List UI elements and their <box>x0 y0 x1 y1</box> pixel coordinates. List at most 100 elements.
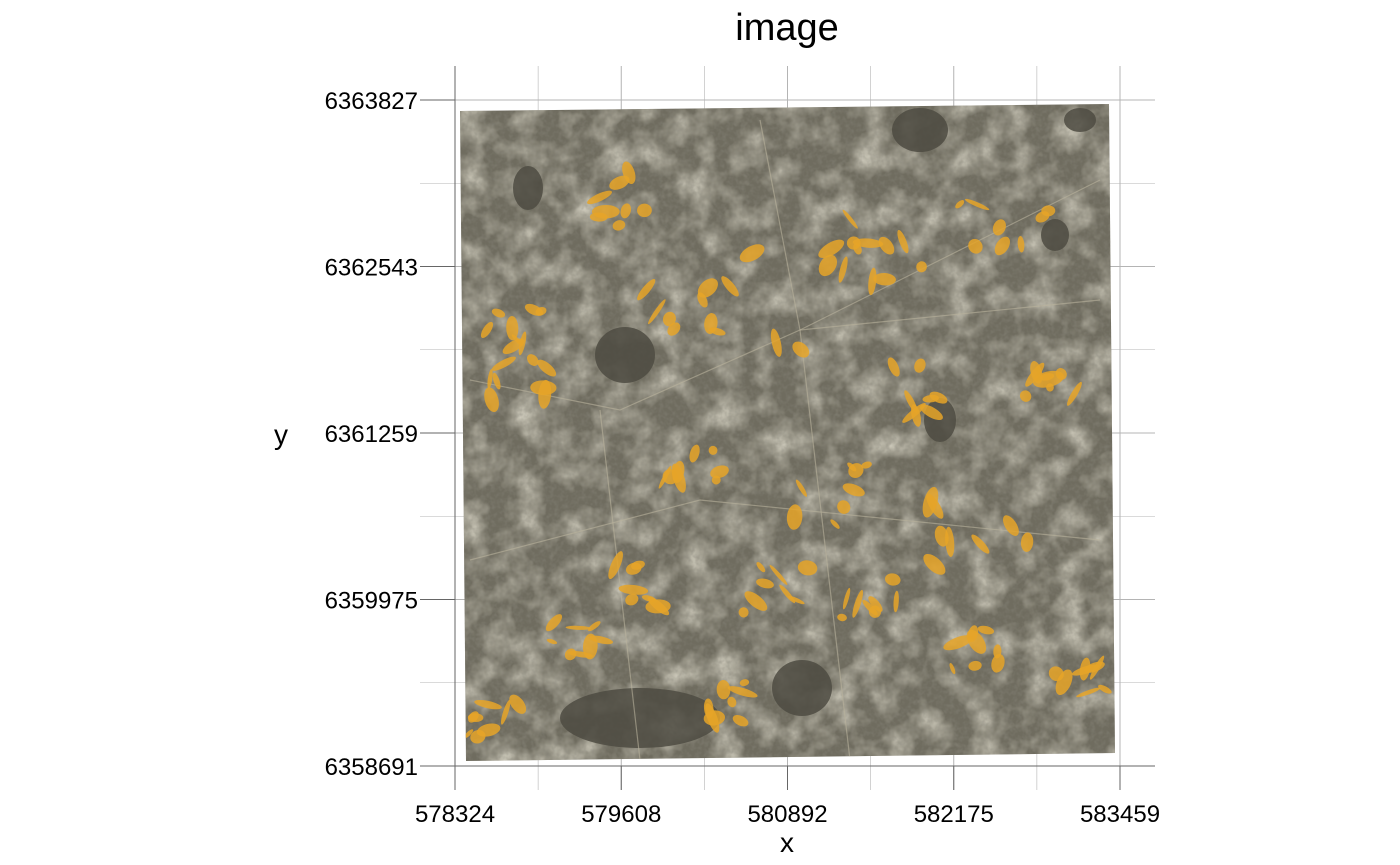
overlay-patch <box>662 311 676 327</box>
overlay-patch <box>509 694 527 714</box>
overlay-patch <box>842 483 865 497</box>
overlay-patch <box>842 209 858 229</box>
overlay-patch <box>535 306 547 316</box>
overlay-patch <box>1066 381 1082 406</box>
overlay-patch <box>818 254 838 277</box>
overlay-patch <box>923 553 946 575</box>
x-tick-label: 579608 <box>581 801 661 828</box>
water-body <box>1041 219 1069 251</box>
overlay-patch <box>795 479 807 497</box>
overlay-patch <box>625 593 639 606</box>
overlay-patch <box>591 204 620 219</box>
overlay-patch <box>587 621 601 632</box>
overlay-patch <box>797 560 818 576</box>
overlay-patch <box>922 486 939 518</box>
overlay-patch <box>1017 236 1025 253</box>
overlay-patch <box>887 357 900 377</box>
y-tick-label: 6362543 <box>325 255 418 282</box>
overlay-patch <box>631 560 645 570</box>
overlay-patch <box>709 327 726 336</box>
overlay-patch <box>618 584 649 595</box>
overlay-patch <box>769 564 788 585</box>
overlay-patch <box>943 635 974 651</box>
overlay-patch <box>697 278 718 298</box>
overlay-patch <box>852 589 864 618</box>
overlay-patch <box>964 198 990 211</box>
overlay-patch <box>837 500 851 514</box>
overlay-patch <box>530 380 557 396</box>
overlay-patch <box>786 504 803 530</box>
overlay-patch <box>992 219 1006 236</box>
overlay-patch <box>977 625 995 635</box>
overlay-patch <box>708 445 718 455</box>
overlay-patch <box>949 663 956 675</box>
overlay-patch <box>873 273 896 286</box>
overlay-patch <box>756 578 774 589</box>
overlay-patch <box>491 356 516 371</box>
overlay-patch <box>546 638 558 645</box>
overlay-patch <box>916 261 927 273</box>
y-tick-label: 6363827 <box>325 88 418 115</box>
overlay-patch <box>830 519 840 529</box>
overlay-patch <box>920 404 943 421</box>
overlay-patch <box>897 229 909 254</box>
y-axis-label: y <box>274 419 288 450</box>
overlay-patch <box>484 387 499 412</box>
overlay-patch <box>487 369 493 389</box>
overlay-patch <box>893 590 899 613</box>
overlay-patch <box>968 238 983 254</box>
y-tick-label: 6359975 <box>325 588 418 615</box>
overlay-patch <box>878 236 895 255</box>
overlay-patch <box>738 607 749 618</box>
map-overlay-patches <box>464 161 1112 744</box>
overlay-patch <box>744 591 768 611</box>
water-body <box>772 660 832 716</box>
overlay-patch <box>1041 205 1056 217</box>
overlay-patch <box>991 653 1005 673</box>
road-line <box>759 119 801 331</box>
overlay-patch <box>637 279 656 301</box>
overlay-patch <box>727 696 737 708</box>
overlay-patch <box>703 710 726 726</box>
overlay-patch <box>564 648 577 661</box>
road-line <box>799 179 1101 331</box>
overlay-patch <box>502 338 525 355</box>
overlay-patch <box>739 679 750 687</box>
overlay-patch <box>861 461 872 469</box>
overlay-patch <box>1055 669 1073 696</box>
overlay-patch <box>697 292 708 308</box>
overlay-patch <box>788 595 805 605</box>
overlay-patch <box>971 534 990 554</box>
overlay-patch <box>672 460 685 483</box>
y-tick-label: 6358691 <box>325 754 418 781</box>
overlay-patch <box>968 660 982 671</box>
overlay-patch <box>1076 687 1101 698</box>
overlay-patch <box>587 190 613 205</box>
x-tick-label: 582175 <box>914 801 994 828</box>
overlay-patch <box>914 358 926 373</box>
overlay-patch <box>739 244 765 263</box>
overlay-patch <box>721 276 739 297</box>
overlay-patch <box>945 526 955 557</box>
overlay-patch <box>612 220 626 231</box>
overlay-patch <box>1020 532 1034 552</box>
overlay-patch <box>480 321 494 339</box>
overlay-patch <box>608 551 624 580</box>
overlay-patch <box>1032 370 1064 388</box>
overlay-patch <box>526 354 539 366</box>
overlay-patch <box>637 203 652 218</box>
overlay-patch <box>818 239 845 259</box>
overlay-patch <box>727 686 758 698</box>
road-line <box>469 499 1101 561</box>
overlay-patch <box>641 595 656 602</box>
map-raster-image <box>460 104 1115 761</box>
overlay-patch <box>565 625 592 630</box>
overlay-patch <box>1098 684 1112 694</box>
overlay-patch <box>609 175 630 190</box>
x-tick-label: 583459 <box>1080 801 1160 828</box>
y-tick-label: 6361259 <box>325 421 418 448</box>
x-axis-ticks: 578324 579608 580892 582175 583459 <box>415 766 1160 828</box>
overlay-patch <box>545 614 563 632</box>
overlay-patch <box>955 200 965 209</box>
